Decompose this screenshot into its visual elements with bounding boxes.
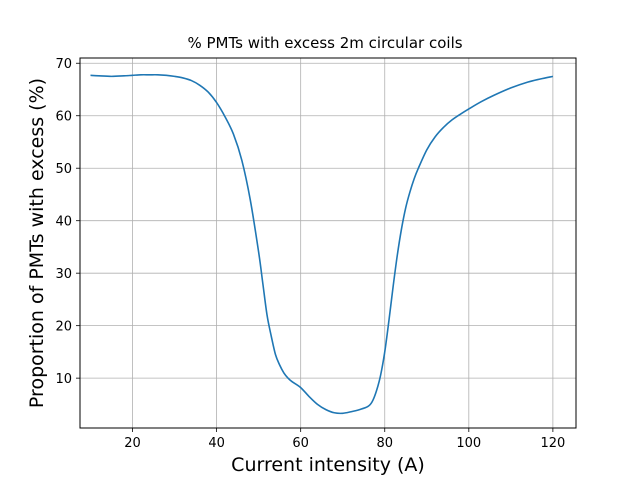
y-tick-label: 70 — [55, 57, 72, 72]
y-tick-label: 20 — [55, 320, 72, 335]
x-tick-label: 120 — [540, 436, 565, 451]
x-axis-ticks: 20 40 60 80 100 120 — [124, 428, 565, 451]
x-tick-label: 80 — [376, 436, 393, 451]
x-axis-title: Current intensity (A) — [231, 454, 425, 476]
series-line — [90, 73, 554, 415]
x-tick-label: 20 — [124, 436, 141, 451]
x-tick-label: 40 — [208, 436, 225, 451]
y-tick-label: 40 — [55, 215, 72, 230]
y-axis-title: Proportion of PMTs with excess (%) — [26, 78, 48, 408]
y-tick-label: 10 — [55, 372, 72, 387]
y-tick-label: 30 — [55, 267, 72, 282]
y-tick-label: 50 — [55, 162, 72, 177]
plot-area-frame — [79, 57, 577, 429]
x-tick-label: 60 — [292, 436, 309, 451]
grid-lines — [80, 58, 576, 428]
chart-title: % PMTs with excess 2m circular coils — [187, 34, 462, 52]
y-tick-label: 60 — [55, 110, 72, 125]
y-axis-ticks: 10 20 30 40 50 60 70 — [55, 57, 80, 387]
x-tick-label: 100 — [456, 436, 481, 451]
